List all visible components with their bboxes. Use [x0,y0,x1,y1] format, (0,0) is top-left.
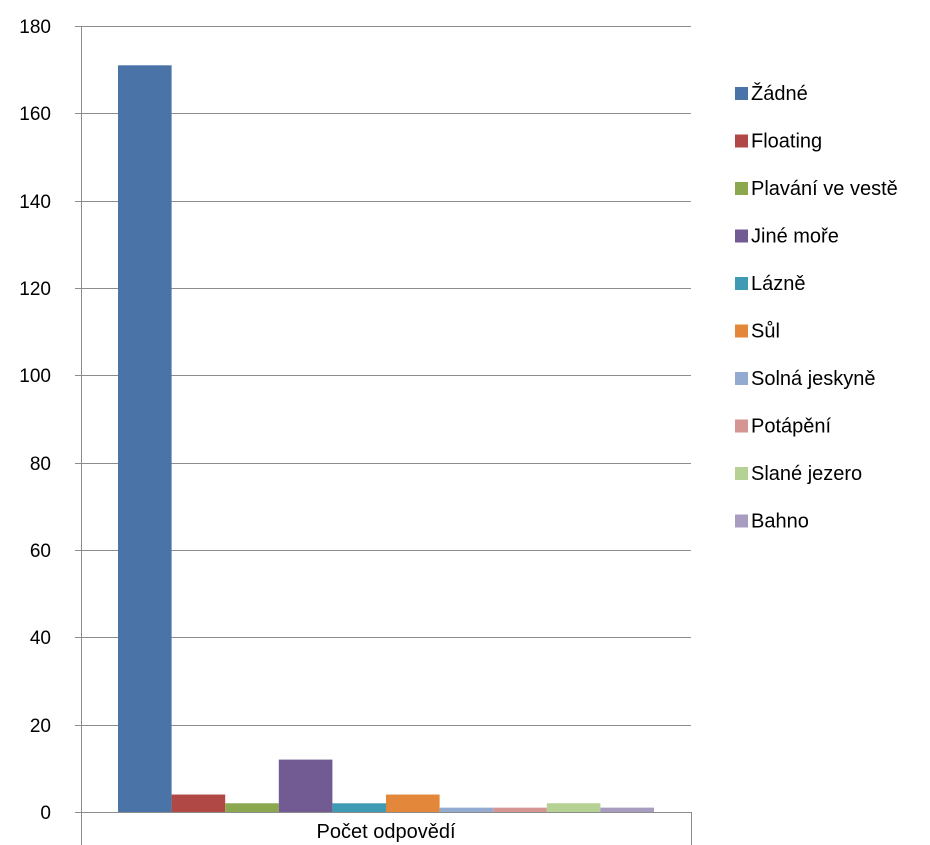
legend-swatch [735,229,748,243]
bar-9 [546,803,601,812]
legend-swatch [735,419,748,433]
y-tick-label: 40 [30,628,51,649]
y-tick-label: 180 [19,17,51,38]
bars [118,65,654,813]
bar-4 [278,759,333,812]
legend: Žádné Floating Plavání ve vestě Jiné moře Lá… [735,82,898,533]
bar-2 [171,794,226,812]
legend-swatch [735,182,748,195]
legend-label: Solná jeskyně [751,368,876,390]
bar-10 [600,807,654,812]
legend-swatch [735,467,748,480]
legend-swatch [735,134,748,148]
legend-label: Plavání ve vestě [751,178,898,200]
legend-swatch [735,324,748,338]
legend-swatch [735,277,748,290]
legend-swatch [735,372,748,385]
legend-label: Slané jezero [751,463,862,485]
legend-label: Jiné moře [751,226,839,248]
y-tick-label: 120 [19,279,51,300]
legend-label: Potápění [751,416,832,438]
legend-swatch [735,87,748,100]
y-tick-label: 0 [40,803,51,824]
bar-1 [118,65,172,813]
y-tick-label: 140 [19,192,51,213]
y-tick-label: 60 [30,541,51,562]
y-tick-label: 20 [30,716,51,737]
y-tick-label: 100 [19,366,51,387]
bar-5 [332,803,386,812]
x-axis-category-labels: Počet odpovědí [317,821,456,843]
legend-label: Bahno [751,511,809,533]
bar-7 [439,807,494,812]
legend-label: Žádné [751,82,808,105]
bar-6 [386,794,440,812]
bar-3 [225,803,279,812]
legend-swatch [735,514,748,528]
y-tick-label: 80 [30,454,51,475]
legend-label: Floating [751,131,822,153]
gridlines [81,26,691,726]
y-tick-label: 160 [19,104,51,125]
bar-8 [493,807,547,812]
legend-label: Sůl [751,321,780,343]
y-axis-tick-labels: 0 20 40 60 80 100 120 140 160 180 [19,17,51,824]
x-category-label: Počet odpovědí [317,821,456,843]
legend-label: Lázně [751,273,806,295]
axes [75,26,692,845]
